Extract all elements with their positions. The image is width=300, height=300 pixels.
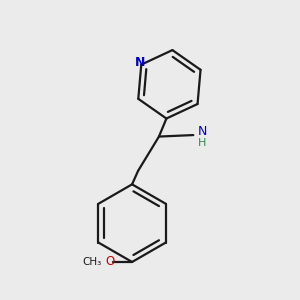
Text: N: N [135, 56, 145, 69]
Text: N: N [198, 125, 207, 138]
Text: H: H [198, 137, 206, 148]
Text: O: O [105, 256, 114, 268]
Text: CH₃: CH₃ [82, 257, 101, 267]
